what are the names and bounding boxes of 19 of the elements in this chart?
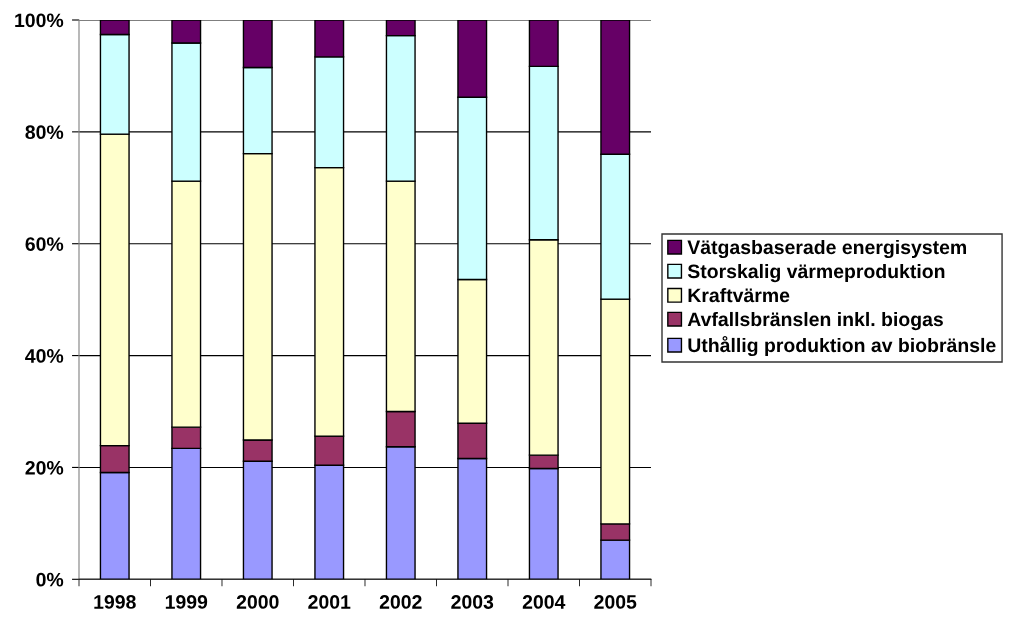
y-tick-label: 20% [25, 460, 64, 475]
x-tick-label: 1998 [94, 595, 136, 609]
x-tick-label: 2000 [236, 595, 279, 609]
x-tick-label: 2004 [522, 595, 566, 609]
y-tick-label: 40% [25, 349, 64, 363]
x-tick-label: 2005 [594, 595, 637, 609]
legend-label: Kraftvärme [688, 287, 790, 303]
legend-label: Storskalig värmeproduktion [687, 263, 945, 283]
x-tick-label: 2002 [379, 595, 422, 609]
x-tick-label: 1999 [165, 595, 208, 609]
legend-label: Vätgasbaserade energisystem [687, 239, 966, 259]
x-tick-label: 2001 [308, 595, 351, 609]
legend-label: Avfallsbränslen inkl. biogas [687, 311, 943, 331]
x-tick-label: 2003 [451, 595, 494, 609]
y-tick-label: 80% [25, 125, 64, 140]
legend-label: Uthållig produktion av biobränsle [688, 335, 996, 357]
y-tick-label: 0% [36, 572, 64, 587]
y-tick-label: 100% [15, 13, 64, 28]
y-tick-label: 60% [25, 237, 64, 251]
